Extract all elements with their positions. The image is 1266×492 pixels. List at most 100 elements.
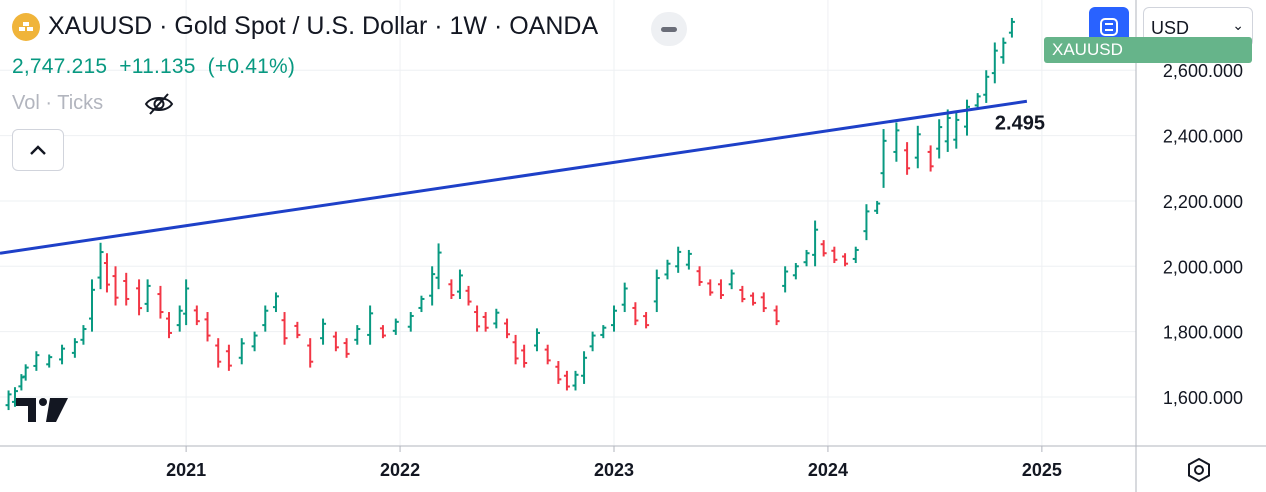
ohlc-bar bbox=[456, 269, 463, 299]
ohlc-bar bbox=[5, 390, 12, 411]
minus-icon bbox=[661, 26, 677, 32]
ohlc-bar bbox=[991, 42, 998, 84]
ohlc-bar bbox=[904, 142, 911, 175]
last-price-tag: XAUUSD bbox=[1044, 37, 1252, 63]
price-change: +11.135 bbox=[119, 55, 196, 78]
ohlc-bar bbox=[600, 325, 607, 339]
ohlc-bar bbox=[367, 305, 374, 345]
ohlc-bar bbox=[803, 249, 810, 267]
ohlc-bar bbox=[59, 344, 66, 365]
ohlc-bar bbox=[572, 370, 579, 391]
trendline-label: 2.495 bbox=[995, 112, 1045, 134]
ohlc-bar bbox=[112, 266, 119, 306]
trendline[interactable] bbox=[0, 99, 1028, 255]
ohlc-bar bbox=[238, 338, 245, 365]
ohlc-bar bbox=[71, 338, 78, 358]
ohlc-bar bbox=[750, 292, 757, 306]
ohlc-bar bbox=[782, 266, 789, 293]
ohlc-bar bbox=[176, 305, 183, 332]
ohlc-bar bbox=[251, 331, 258, 352]
ohlc-bar bbox=[696, 266, 703, 286]
ohlc-bar bbox=[136, 279, 143, 316]
collapse-legend-button[interactable] bbox=[12, 129, 64, 171]
ohlc-bar bbox=[685, 249, 692, 270]
chevron-down-icon: ⌄ bbox=[1232, 17, 1244, 33]
ohlc-bar bbox=[33, 351, 40, 371]
ohlc-bar bbox=[448, 279, 455, 299]
gold-bars-icon[interactable] bbox=[12, 13, 40, 41]
ohlc-bar bbox=[482, 312, 489, 332]
ohlc-bar bbox=[880, 129, 887, 188]
x-tick-label: 2021 bbox=[166, 460, 206, 480]
ohlc-bar bbox=[953, 112, 960, 149]
ohlc-bar bbox=[166, 312, 173, 339]
settings-icon[interactable] bbox=[1185, 456, 1213, 489]
ohlc-bar bbox=[610, 305, 617, 332]
ohlc-bar bbox=[893, 122, 900, 162]
ohlc-bar bbox=[974, 93, 981, 110]
ohlc-bar bbox=[474, 305, 481, 332]
ohlc-bar bbox=[193, 305, 200, 326]
hide-legend-button[interactable] bbox=[651, 12, 687, 46]
ohlc-bar bbox=[354, 325, 361, 345]
ohlc-bar bbox=[773, 305, 780, 326]
chart-grid bbox=[0, 0, 1136, 446]
ohlc-bar bbox=[272, 292, 279, 313]
x-tick-label: 2023 bbox=[594, 460, 634, 480]
tradingview-logo[interactable] bbox=[16, 396, 68, 429]
ohlc-bar bbox=[22, 364, 29, 381]
ohlc-bar bbox=[760, 292, 767, 313]
ohlc-bar bbox=[97, 242, 104, 290]
ohlc-bar bbox=[555, 361, 562, 384]
ohlc-bar bbox=[418, 295, 425, 313]
ohlc-bar bbox=[123, 272, 130, 306]
x-tick-label: 2022 bbox=[380, 460, 420, 480]
ohlc-bar bbox=[863, 204, 870, 241]
ohlc-bar bbox=[544, 344, 551, 365]
y-tick-label: 2,600.000 bbox=[1163, 61, 1243, 81]
ohlc-bar bbox=[88, 279, 95, 332]
ohlc-bar bbox=[874, 200, 881, 215]
quote-line: 2,747.215 +11.135 (+0.41%) bbox=[12, 55, 301, 79]
x-tick-label: 2024 bbox=[808, 460, 848, 480]
ohlc-bar bbox=[103, 253, 110, 293]
ohlc-bar bbox=[852, 246, 859, 264]
ohlc-bar bbox=[183, 279, 190, 326]
ohlc-bar bbox=[963, 99, 970, 136]
ohlc-bar bbox=[343, 338, 350, 358]
ohlc-bar bbox=[392, 318, 399, 335]
annotations: 2.495 bbox=[995, 112, 1045, 134]
ohlc-bar bbox=[429, 266, 436, 306]
ohlc-bar bbox=[1000, 37, 1007, 64]
y-tick-label: 1,600.000 bbox=[1163, 388, 1243, 408]
ohlc-bar bbox=[664, 259, 671, 280]
y-tick-label: 1,800.000 bbox=[1163, 323, 1243, 343]
chevron-up-icon bbox=[30, 145, 46, 155]
ohlc-bar bbox=[675, 246, 682, 273]
x-tick-label: 2025 bbox=[1022, 460, 1062, 480]
trendline-layer[interactable] bbox=[0, 99, 1028, 255]
ohlc-bar bbox=[831, 246, 838, 264]
ohlc-bar bbox=[1008, 17, 1015, 38]
price-tag-label: XAUUSD bbox=[1052, 40, 1123, 59]
ohlc-bar bbox=[632, 302, 639, 326]
ohlc-bar bbox=[581, 351, 588, 384]
volume-indicator-label[interactable]: Vol · Ticks bbox=[12, 92, 104, 114]
ohlc-series bbox=[5, 17, 1015, 411]
symbol-title[interactable]: XAUUSD · Gold Spot / U.S. Dollar · 1W · … bbox=[48, 12, 599, 40]
ohlc-bar bbox=[589, 331, 596, 352]
ohlc-bar bbox=[927, 145, 934, 172]
eye-off-icon[interactable] bbox=[143, 90, 175, 123]
ohlc-bar bbox=[914, 125, 921, 169]
ohlc-bar bbox=[533, 328, 540, 352]
ohlc-bar bbox=[643, 312, 650, 329]
y-tick-label: 2,200.000 bbox=[1163, 192, 1243, 212]
ohlc-bar bbox=[707, 279, 714, 296]
ohlc-bar bbox=[307, 338, 314, 368]
ohlc-bar bbox=[504, 318, 511, 339]
ohlc-bar bbox=[739, 285, 746, 303]
ohlc-bar bbox=[842, 253, 849, 267]
ohlc-bar bbox=[204, 312, 211, 342]
